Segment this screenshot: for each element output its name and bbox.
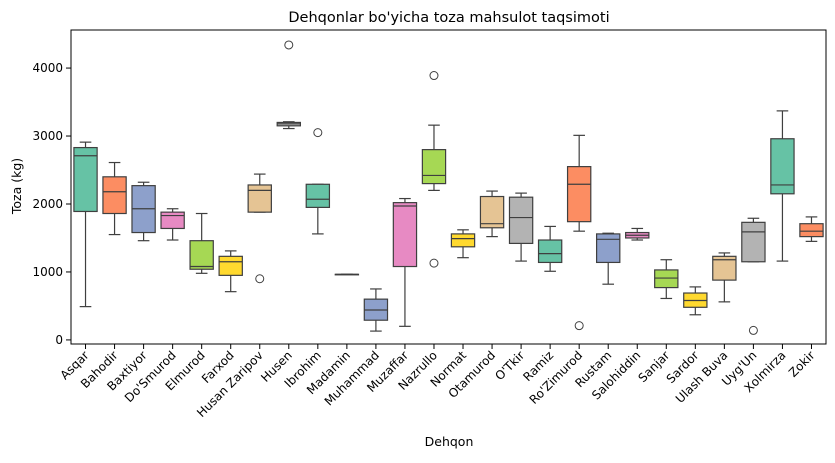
outlier-point: [429, 71, 439, 81]
box-group: [276, 40, 302, 130]
box: [160, 211, 185, 230]
outlier-point: [574, 321, 584, 331]
box: [595, 233, 621, 264]
box: [189, 240, 214, 270]
box-group: [131, 181, 156, 242]
box-group: [160, 208, 185, 241]
box-group: [421, 71, 447, 268]
y-tick-label: 2000: [32, 197, 63, 211]
box: [537, 239, 563, 264]
box-group: [305, 128, 331, 235]
y-tick-label: 4000: [32, 61, 63, 75]
y-tick-label: 3000: [32, 129, 63, 143]
outlier-point: [748, 325, 758, 335]
box: [654, 269, 679, 289]
outlier-point: [284, 40, 294, 50]
box-group: [712, 252, 737, 303]
box-group: [741, 217, 766, 335]
box: [73, 146, 98, 213]
box-group: [683, 286, 708, 316]
box: [102, 176, 127, 215]
box: [799, 223, 824, 238]
box-group: [102, 161, 127, 236]
box: [741, 221, 766, 263]
box-group: [334, 273, 360, 276]
box-group: [247, 173, 272, 284]
box-group: [654, 259, 679, 300]
box: [450, 233, 476, 248]
box-group: [392, 197, 418, 327]
box-group: [595, 232, 621, 285]
box-group: [566, 134, 592, 331]
box-group: [363, 288, 389, 332]
box-group: [508, 192, 534, 262]
box: [712, 255, 737, 281]
y-tick-label: 0: [55, 333, 63, 347]
axes-frame: [70, 29, 827, 345]
outlier-point: [313, 128, 323, 138]
box: [392, 202, 418, 268]
box: [305, 183, 331, 208]
box-group: [799, 216, 824, 242]
box-group: [625, 227, 650, 241]
box: [770, 138, 795, 195]
box-group: [73, 141, 98, 308]
box-group: [479, 190, 505, 238]
box-group: [537, 225, 563, 272]
box-group: [218, 250, 243, 293]
box-group: [770, 110, 795, 262]
box: [566, 166, 592, 223]
chart-title: Dehqonlar bo'yicha toza mahsulot taqsimo…: [288, 10, 609, 26]
outlier-point: [429, 258, 439, 268]
box: [218, 255, 243, 276]
box: [247, 184, 272, 213]
y-tick-label: 1000: [32, 265, 63, 279]
box: [421, 149, 447, 185]
x-axis-label: Dehqon: [425, 434, 474, 449]
box: [508, 196, 534, 245]
y-axis-label: Toza (kg): [9, 158, 24, 215]
box-group: [450, 229, 476, 259]
box-group: [189, 212, 214, 274]
outlier-point: [255, 274, 265, 284]
box: [479, 195, 505, 229]
